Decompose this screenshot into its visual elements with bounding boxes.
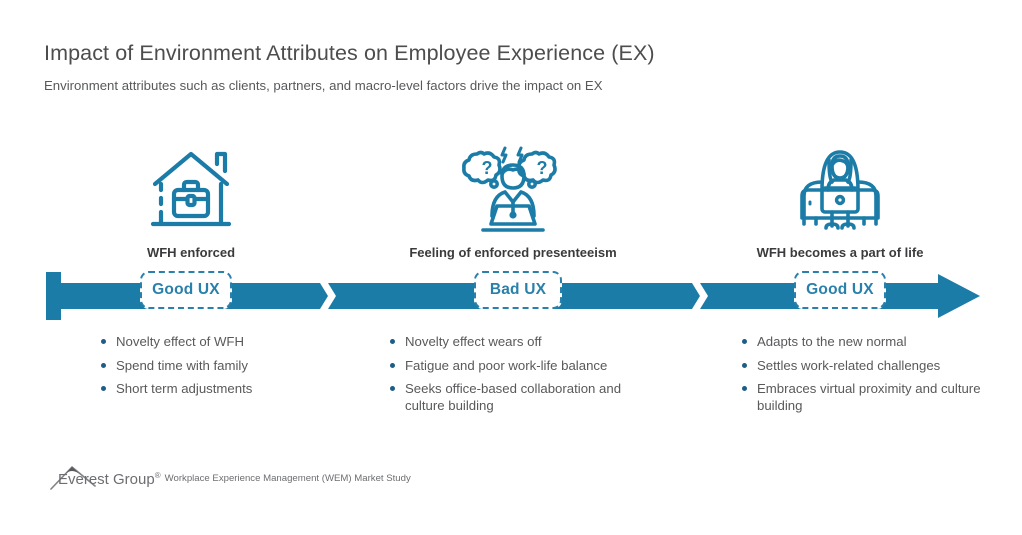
list-item: Embraces virtual proximity and culture b…: [740, 380, 990, 414]
stage-label: WFH becomes a part of life: [756, 245, 924, 260]
footer: Everest Group® Workplace Experience Mana…: [50, 464, 411, 490]
logo-name: Everest Group: [58, 471, 155, 488]
timeline-arrow: Good UX Bad UX Good UX: [0, 265, 1022, 325]
page-title: Impact of Environment Attributes on Empl…: [44, 41, 655, 65]
chevron-right-icon: [320, 283, 336, 309]
ux-badge-good-2: Good UX: [794, 271, 886, 309]
stressed-person-at-laptop-icon: ? ?: [397, 140, 629, 236]
list-item: Adapts to the new normal: [740, 333, 990, 350]
stage-column-wfh-enforced: WFH enforced: [85, 140, 297, 260]
registered-mark: ®: [154, 471, 161, 480]
svg-text:?: ?: [482, 158, 493, 178]
right-arrow-icon: [938, 274, 980, 318]
list-item: Spend time with family: [99, 357, 349, 374]
list-item: Settles work-related challenges: [740, 357, 990, 374]
chevron-right-icon: [692, 283, 708, 309]
list-item: Novelty effect wears off: [388, 333, 656, 350]
stage-column-enforced-presenteeism: ? ? Feeling of: [397, 140, 629, 260]
bullet-list-stage-2: Novelty effect wears off Fatigue and poo…: [388, 333, 656, 421]
list-item: Fatigue and poor work-life balance: [388, 357, 656, 374]
stage-column-wfh-part-of-life: WFH becomes a part of life: [727, 140, 953, 260]
list-item: Seeks office-based collaboration and cul…: [388, 380, 656, 414]
bullet-list-stage-1: Novelty effect of WFH Spend time with fa…: [99, 333, 349, 404]
ux-badge-bad: Bad UX: [474, 271, 562, 309]
page-subtitle: Environment attributes such as clients, …: [44, 78, 603, 93]
stage-label: Feeling of enforced presenteeism: [409, 245, 617, 260]
house-with-briefcase-icon: [85, 140, 297, 236]
bullet-list-stage-3: Adapts to the new normal Settles work-re…: [740, 333, 990, 421]
mountain-peak-icon: [50, 464, 96, 495]
person-on-sofa-with-laptop-icon: [727, 140, 953, 236]
source-note: Workplace Experience Management (WEM) Ma…: [164, 473, 411, 484]
list-item: Short term adjustments: [99, 380, 349, 397]
logo-text: Everest Group®: [58, 471, 161, 488]
list-item: Novelty effect of WFH: [99, 333, 349, 350]
ux-badge-good-1: Good UX: [140, 271, 232, 309]
svg-text:?: ?: [537, 158, 548, 178]
stage-label: WFH enforced: [146, 245, 236, 260]
